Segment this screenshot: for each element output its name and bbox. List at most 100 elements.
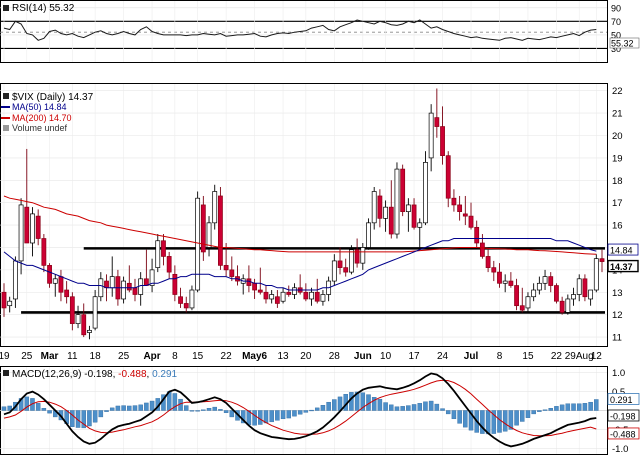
macd-histogram-bar <box>7 405 12 411</box>
candle-down <box>132 287 138 295</box>
macd-histogram-bar <box>292 410 297 417</box>
candle-up <box>75 314 81 324</box>
macd-legend-swatch <box>3 370 9 376</box>
macd-histogram-bar <box>389 404 394 411</box>
macd-value-text: -0.198 <box>610 411 636 421</box>
macd-histogram-bar <box>109 407 115 411</box>
candle-down <box>508 280 514 286</box>
macd-legend-sep1: , <box>113 369 119 380</box>
macd-histogram-bar <box>423 401 428 411</box>
candle-down <box>35 215 41 239</box>
candle-down <box>559 300 565 313</box>
price-panel-frame <box>0 83 608 347</box>
macd-histogram-bar <box>485 410 491 435</box>
rsi-line <box>3 19 597 41</box>
macd-histogram-bar <box>138 404 143 411</box>
macd-histogram-bar <box>377 398 383 411</box>
macd-legend-hist: 0.291 <box>152 369 177 380</box>
macd-histogram-bar <box>75 410 81 428</box>
candle-down <box>303 291 309 300</box>
macd-histogram-bar <box>497 410 502 433</box>
macd-histogram-bar <box>314 407 320 411</box>
volume-legend-text: Volume undef <box>12 123 68 133</box>
candle-up <box>189 289 195 309</box>
candle-up <box>349 249 354 273</box>
macd-histogram-bar <box>354 391 360 411</box>
candle-down <box>81 314 87 336</box>
macd-histogram-bar <box>144 402 149 411</box>
candle-up <box>12 260 18 300</box>
macd-histogram-bar <box>252 410 257 426</box>
macd-histogram-bar <box>548 408 553 411</box>
candle-up <box>405 204 411 212</box>
macd-histogram-bar <box>104 410 109 412</box>
ma50-legend-text: MA(50) 14.84 <box>12 102 67 112</box>
macd-histogram-bar <box>149 400 155 411</box>
candle-up <box>98 278 104 298</box>
candle-down <box>252 282 257 291</box>
candle-down <box>400 168 406 212</box>
rsi-line-group <box>3 19 597 41</box>
macd-histogram-bar <box>275 410 280 421</box>
candle-down <box>183 303 189 309</box>
macd-histogram-bar <box>451 410 457 420</box>
macd-tick-label: 0.5 <box>612 387 625 398</box>
candle-up <box>502 280 508 284</box>
candle-up <box>536 282 542 291</box>
candle-up <box>309 291 314 300</box>
rsi-value-text: 55.32 <box>611 39 634 49</box>
macd-tick-label: 1.0 <box>612 368 625 379</box>
date-label: Apr <box>143 351 160 362</box>
macd-histogram-bar <box>189 410 195 412</box>
candle-up <box>320 294 326 302</box>
candle-down <box>58 276 64 293</box>
ma200-line <box>3 195 597 255</box>
macd-histogram-bar <box>349 392 354 411</box>
macd-histogram-bar <box>263 410 269 424</box>
price-tick-label: 12 <box>612 310 623 321</box>
macd-histogram-bar <box>383 402 388 411</box>
macd-histogram-bar <box>360 392 366 411</box>
candle-up <box>109 276 115 289</box>
ma200-legend-text: MA(200) 14.70 <box>12 113 72 123</box>
rsi-legend-text: RSI(14) 55.32 <box>12 3 75 14</box>
macd-signal-line <box>3 379 597 437</box>
macd-histogram-bar <box>183 405 189 411</box>
price-tick-label: 18 <box>612 176 623 187</box>
candle-down <box>388 206 394 235</box>
candle-down <box>519 305 525 311</box>
ma50-line <box>3 238 597 291</box>
macd-histogram-bar <box>582 403 588 411</box>
candle-down <box>479 242 485 257</box>
macd-histogram-bar <box>468 410 474 431</box>
candle-down <box>263 291 269 300</box>
candle-up <box>394 168 400 235</box>
candle-down <box>41 238 47 266</box>
macd-histogram-bar <box>457 410 462 424</box>
macd-legend-macd: -0.198 <box>84 369 113 380</box>
price-tick-label: 19 <box>612 153 623 164</box>
candle-down <box>172 273 178 295</box>
candles <box>1 88 605 340</box>
macd-histogram-bar <box>206 408 212 411</box>
price-value-labels: 14.84 14.37 <box>607 243 639 273</box>
macd-histogram-bar <box>594 399 599 411</box>
candle-up <box>593 258 599 291</box>
macd-legend-text: MACD(12,26,9) -0.198, -0.488, 0.291 <box>12 369 178 380</box>
macd-histogram-bar <box>172 393 178 411</box>
candle-up <box>525 296 531 309</box>
price-label: 14.84 <box>607 243 639 256</box>
vix-legend-swatch <box>3 93 9 99</box>
vix-legend-text: $VIX (Daily) 14.37 <box>12 92 94 103</box>
price-tick-label: 22 <box>612 86 623 97</box>
candle-down <box>314 291 320 302</box>
candle-up <box>565 298 571 313</box>
macd-histogram-bar <box>201 409 206 411</box>
macd-histogram-bar <box>212 406 217 411</box>
macd-histogram-bar <box>514 410 519 426</box>
candle-down <box>554 285 559 302</box>
macd-legend-prefix: MACD(12,26,9) <box>12 369 81 380</box>
candle-down <box>451 197 457 206</box>
date-label: 29Aug <box>565 351 594 362</box>
